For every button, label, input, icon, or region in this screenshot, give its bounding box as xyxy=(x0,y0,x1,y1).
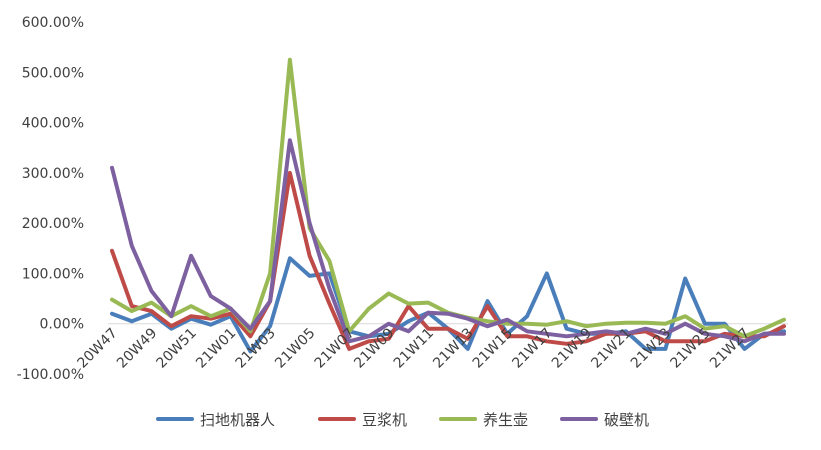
legend: 扫地机器人 豆浆机 养生壶 破壁机 xyxy=(156,411,649,429)
y-axis-tick-labels: -100.00% 0.00% 100.00% 200.00% 300.00% 400.00… xyxy=(17,15,84,383)
y-tick-label: -100.00% xyxy=(17,367,84,383)
legend-label: 豆浆机 xyxy=(362,411,407,429)
legend-label: 扫地机器人 xyxy=(200,411,275,429)
series-line xyxy=(110,256,786,354)
series-line xyxy=(110,138,786,344)
y-tick-label: 400.00% xyxy=(22,116,84,132)
x-tick-label: 21W19 xyxy=(549,325,595,371)
series-line xyxy=(110,170,786,351)
x-tick-label: 21W11 xyxy=(391,325,437,371)
y-tick-label: 300.00% xyxy=(22,166,84,182)
y-tick-label: 100.00% xyxy=(22,266,84,282)
series-lines xyxy=(110,57,786,354)
x-tick-label: 21W25 xyxy=(667,325,713,371)
y-tick-label: 500.00% xyxy=(22,65,84,81)
y-tick-label: 0.00% xyxy=(40,317,84,333)
legend-label: 破壁机 xyxy=(604,411,649,429)
x-tick-label: 21W05 xyxy=(272,325,318,371)
x-tick-label: 20W51 xyxy=(154,325,200,371)
y-tick-label: 600.00% xyxy=(22,15,84,31)
legend-label: 养生壶 xyxy=(483,411,528,429)
x-tick-label: 21W01 xyxy=(193,325,239,371)
y-tick-label: 200.00% xyxy=(22,216,84,232)
x-tick-label: 20W49 xyxy=(114,325,160,371)
series-line xyxy=(110,57,786,339)
